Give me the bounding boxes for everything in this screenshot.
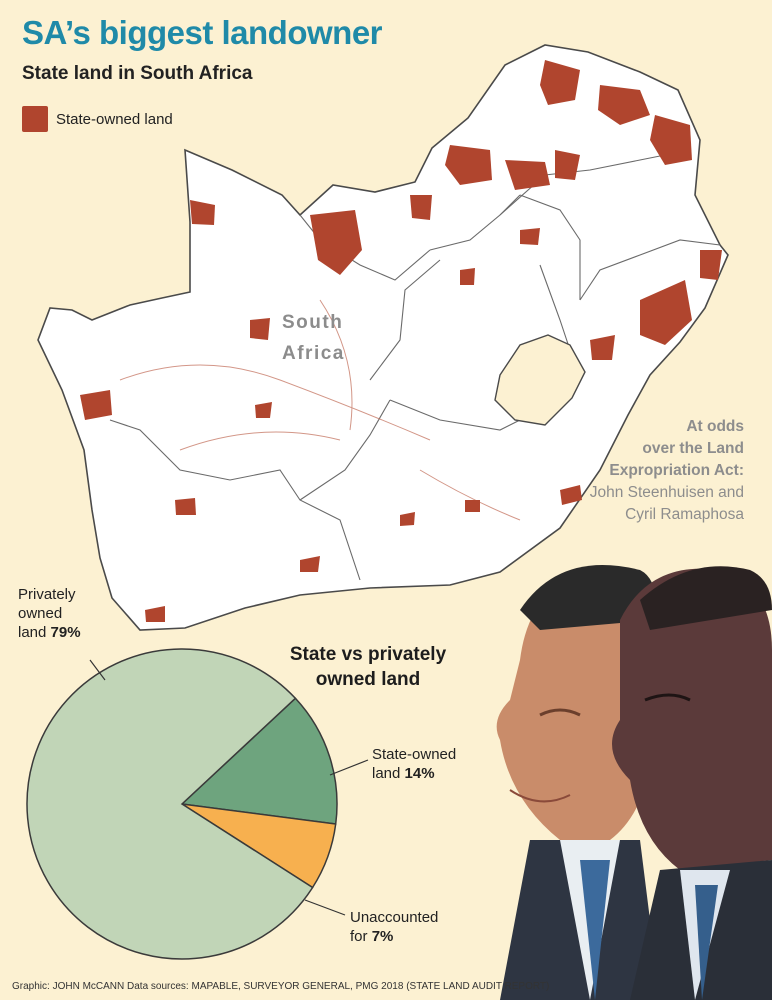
- caption-line-1: At odds: [686, 418, 744, 435]
- value-label-state: 14%: [404, 765, 435, 782]
- portrait-ramaphosa: [612, 566, 772, 1000]
- label-state-line1: State-owned: [372, 746, 457, 763]
- caption-line-2: over the Land: [642, 440, 744, 457]
- state-land-patches: [80, 60, 722, 622]
- chart-title: State vs privately owned land: [268, 642, 468, 692]
- border-lim-mp: [499, 149, 691, 216]
- caption-line-5: Cyril Ramaphosa: [625, 506, 744, 523]
- country-outline: [37, 44, 729, 631]
- page-title: SA’s biggest landowner: [22, 14, 383, 51]
- pie-slice-state: [180, 697, 338, 825]
- footer-credit: Graphic: JOHN McCANN Data sources: MAPAB…: [12, 981, 550, 992]
- leader-private: [89, 659, 106, 681]
- label-unaccounted-line2: for: [350, 928, 368, 945]
- label-unaccounted-line1: Unaccounted: [350, 909, 439, 926]
- south-africa-map: [37, 44, 729, 631]
- label-state-line2: land: [372, 765, 401, 782]
- chart-title-line-1: State vs privately: [289, 644, 447, 665]
- page-subtitle: State land in South Africa: [22, 63, 253, 84]
- label-private-line3-wrap: land 79%: [18, 623, 81, 642]
- map-country-label-2: Africa: [282, 343, 345, 364]
- border-nc-wc: [109, 419, 361, 581]
- pie-chart: [26, 648, 369, 960]
- map-legend: State-owned land: [22, 106, 173, 132]
- border-nc-fs: [369, 259, 441, 381]
- province-borders: [109, 149, 721, 581]
- border-gp-mp: [519, 194, 581, 300]
- caption-line-3: Expropriation Act:: [609, 462, 744, 479]
- label-private-line1: Privately: [18, 586, 76, 603]
- leader-unaccounted: [304, 899, 346, 916]
- leader-state: [329, 759, 369, 776]
- portrait-illustration: [496, 565, 772, 1000]
- state-land-swatch: [22, 106, 48, 132]
- slice-label-unaccounted: Unaccounted for 7%: [350, 908, 438, 946]
- rivers: [119, 299, 521, 521]
- photo-caption: At odds over the Land Expropriation Act:…: [544, 416, 744, 526]
- chart-title-line-2: owned land: [315, 669, 421, 690]
- map-country-label-1: South: [282, 312, 344, 333]
- value-label-unaccounted: 7%: [371, 928, 394, 945]
- label-private-line3: land: [18, 624, 47, 641]
- legend-label: State-owned land: [56, 110, 173, 128]
- portrait-steenhuisen: [496, 565, 660, 1000]
- pie-slice-private: [26, 648, 314, 960]
- value-label-private: 79%: [50, 624, 81, 641]
- label-private-line2: owned: [18, 605, 63, 622]
- label-state-line2-wrap: land 14%: [372, 764, 456, 783]
- border-nc-ec: [299, 399, 391, 501]
- slice-label-private: Privately owned land 79%: [18, 585, 81, 642]
- lesotho: [494, 334, 586, 426]
- border-nw-gp: [429, 194, 521, 251]
- border-mp-kzn: [579, 239, 721, 301]
- caption-line-4: John Steenhuisen and: [589, 484, 744, 501]
- label-unaccounted-line2-wrap: for 7%: [350, 927, 438, 946]
- slice-label-state: State-owned land 14%: [372, 745, 456, 783]
